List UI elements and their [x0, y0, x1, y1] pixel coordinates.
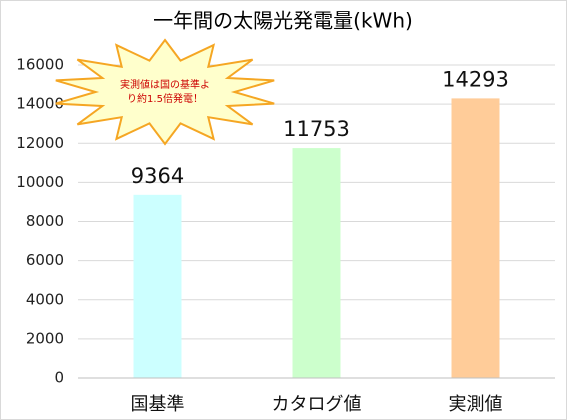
y-tick-label: 12000: [16, 134, 64, 152]
callout-star: [55, 38, 275, 146]
x-tick-label: 実測値: [449, 394, 503, 415]
chart-title: 一年間の太陽光発電量(kWh): [153, 9, 413, 33]
x-tick-label: 国基準: [131, 394, 185, 415]
y-tick-label: 6000: [26, 251, 64, 269]
y-tick-label: 8000: [26, 212, 64, 230]
y-tick-label: 16000: [16, 56, 64, 74]
data-label: 9364: [131, 164, 184, 188]
annotation-text: り約1.5倍発電！: [127, 92, 203, 105]
data-label: 14293: [442, 67, 509, 91]
y-tick-label: 2000: [26, 329, 64, 347]
y-tick-label: 14000: [16, 95, 64, 113]
x-tick-label: カタログ値: [272, 394, 362, 415]
annotation-text: 実測値は国の基準よ: [120, 78, 210, 91]
y-tick-label: 0: [54, 369, 64, 387]
bar: [451, 98, 500, 378]
y-tick-label: 10000: [16, 173, 64, 191]
bar: [292, 148, 341, 378]
y-tick-label: 4000: [26, 290, 64, 308]
data-label: 11753: [283, 117, 350, 141]
bar: [133, 194, 182, 378]
